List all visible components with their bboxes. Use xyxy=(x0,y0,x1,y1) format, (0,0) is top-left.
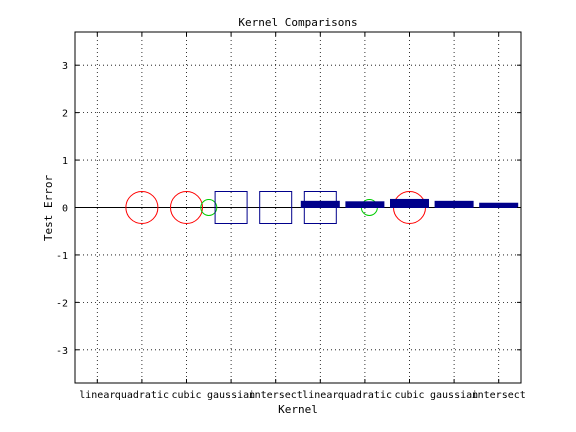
x-tick-label: quadratic xyxy=(115,390,169,401)
blue-square-marker xyxy=(259,191,293,224)
red-circle-marker xyxy=(125,191,159,224)
x-tick-label: linear xyxy=(302,390,338,401)
blue-bar xyxy=(390,198,429,209)
x-tick-label: gaussian xyxy=(207,390,255,401)
x-tick-label: cubic xyxy=(394,390,424,401)
y-tick-label: 2 xyxy=(62,109,68,120)
data-marks xyxy=(75,191,521,224)
x-tick-label: linear xyxy=(79,390,115,401)
x-axis-label: Kernel xyxy=(278,403,318,416)
blue-bar xyxy=(300,200,340,209)
x-tick-label: gaussian xyxy=(430,390,478,401)
green-circle-marker xyxy=(200,199,218,216)
blue-bar xyxy=(434,200,474,209)
y-tick-label: 1 xyxy=(62,156,68,167)
blue-square-marker xyxy=(214,191,248,224)
y-tick-label: 3 xyxy=(62,61,68,72)
x-tick-label: intersect xyxy=(472,390,526,401)
y-tick-label: -1 xyxy=(56,251,68,262)
y-axis-ticks: -3 -2 -1 0 1 2 3 xyxy=(56,61,521,357)
x-tick-label: cubic xyxy=(171,390,201,401)
blue-bar xyxy=(479,202,519,208)
y-tick-label: -2 xyxy=(56,298,68,309)
blue-bar xyxy=(345,201,385,208)
chart-title: Kernel Comparisons xyxy=(238,16,357,29)
y-axis-label: Test Error xyxy=(42,175,55,242)
y-tick-label: -3 xyxy=(56,346,68,357)
x-tick-label: quadratic xyxy=(338,390,392,401)
red-circle-marker xyxy=(170,191,203,224)
x-tick-label: intersect xyxy=(249,390,303,401)
y-tick-label: 0 xyxy=(62,204,68,215)
grid-lines xyxy=(75,32,521,383)
